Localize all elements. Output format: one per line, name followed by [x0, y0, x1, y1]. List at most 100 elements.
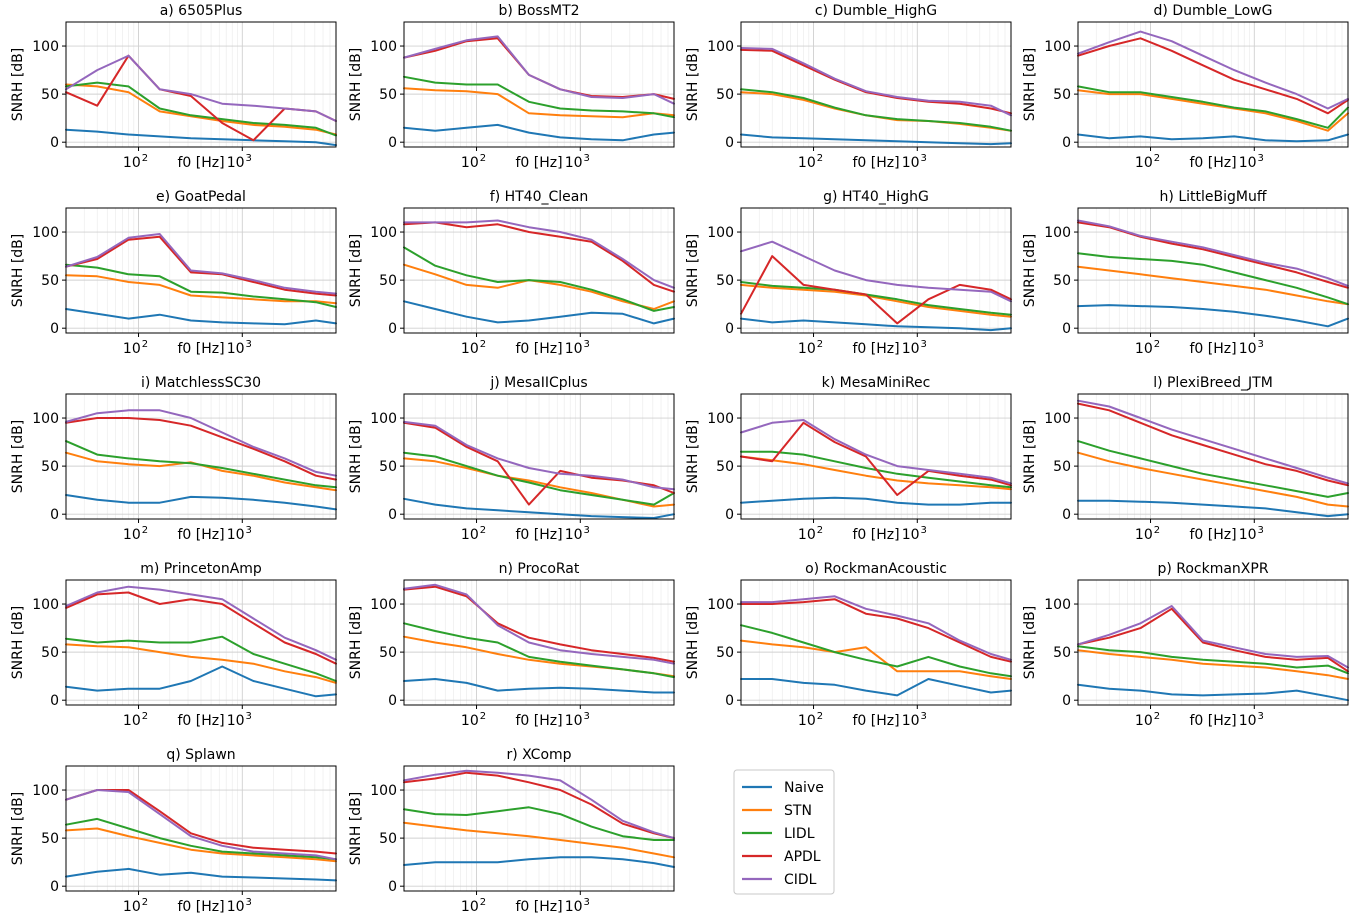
x-tick-exponent: 2 [817, 711, 823, 722]
panel-title: c) Dumble_HighG [815, 3, 937, 19]
panel-title: n) ProcoRat [499, 561, 580, 577]
y-tick-label: 0 [725, 507, 734, 523]
series-line-lidl [1077, 252, 1349, 306]
x-tick-label: 103 [1239, 711, 1264, 729]
x-tick-label: 103 [227, 153, 252, 171]
series-line-stn [1077, 89, 1349, 132]
series-line-cidl [65, 233, 337, 295]
legend-frame [733, 769, 835, 895]
x-tick-exponent: 3 [584, 711, 590, 722]
x-tick-exponent: 2 [480, 153, 486, 164]
series-line-stn [740, 283, 1012, 318]
y-tick-label: 50 [1053, 273, 1071, 289]
series-line-stn [1077, 649, 1349, 680]
axes-frame [403, 765, 675, 892]
y-axis-label: SNRH [dB] [10, 48, 26, 121]
x-tick-label: 102 [123, 711, 148, 729]
x-tick-label: 102 [123, 339, 148, 357]
series-line-naive [403, 856, 675, 868]
x-tick-exponent: 3 [1258, 339, 1264, 350]
axes-frame [1077, 579, 1349, 706]
x-tick-exponent: 3 [246, 153, 252, 164]
x-tick-exponent: 2 [817, 525, 823, 536]
series-line-lidl [65, 81, 337, 137]
x-tick-exponent: 2 [480, 897, 486, 908]
panel-title: l) PlexiBreed_JTM [1153, 375, 1273, 391]
y-tick-label: 100 [1044, 411, 1071, 427]
y-tick-label: 0 [50, 321, 59, 337]
y-tick-label: 100 [370, 225, 397, 241]
legend-label-cidl: CIDL [784, 872, 817, 888]
y-tick-label: 50 [379, 459, 397, 475]
y-tick-label: 0 [50, 507, 59, 523]
legend-label-naive: Naive [784, 780, 824, 796]
axes-frame [65, 393, 337, 520]
x-tick-label: 103 [902, 525, 927, 543]
x-axis-label: f0 [Hz] [852, 155, 899, 171]
x-axis-label: f0 [Hz] [1189, 527, 1236, 543]
legend-label-lidl: LIDL [784, 826, 815, 842]
series-line-cidl [65, 789, 337, 861]
axes-frame [65, 765, 337, 892]
axes-frame [65, 579, 337, 706]
x-tick-label: 103 [1239, 525, 1264, 543]
y-axis-label: SNRH [dB] [10, 420, 26, 493]
y-tick-label: 100 [707, 39, 734, 55]
x-tick-label: 103 [227, 711, 252, 729]
y-tick-label: 100 [32, 783, 59, 799]
x-tick-label: 103 [1239, 339, 1264, 357]
series-line-stn [1077, 451, 1349, 508]
x-axis-label: f0 [Hz] [852, 713, 899, 729]
series-line-cidl [403, 583, 675, 665]
x-axis-label: f0 [Hz] [1189, 155, 1236, 171]
series-line-cidl [1077, 30, 1349, 110]
panel-title: g) HT40_HighG [823, 189, 929, 205]
x-tick-label: 103 [902, 711, 927, 729]
x-tick-label: 103 [565, 153, 590, 171]
series-line-lidl [403, 75, 675, 119]
legend-label-apdl: APDL [784, 849, 821, 865]
axes-frame [1077, 393, 1349, 520]
y-tick-label: 50 [41, 645, 59, 661]
y-tick-label: 50 [716, 459, 734, 475]
x-tick-exponent: 2 [817, 153, 823, 164]
x-tick-exponent: 2 [1154, 525, 1160, 536]
y-axis-label: SNRH [dB] [685, 606, 701, 679]
series-line-cidl [1077, 399, 1349, 485]
x-tick-label: 102 [461, 153, 486, 171]
axes-frame [403, 207, 675, 334]
y-axis-label: SNRH [dB] [1022, 606, 1038, 679]
series-line-lidl [1077, 440, 1349, 498]
series-line-lidl [740, 450, 1012, 489]
series-line-cidl [1077, 605, 1349, 669]
x-tick-label: 103 [902, 153, 927, 171]
x-tick-exponent: 2 [1154, 339, 1160, 350]
y-tick-label: 100 [707, 225, 734, 241]
x-tick-label: 102 [1135, 525, 1160, 543]
series-line-lidl [740, 624, 1012, 678]
x-tick-label: 103 [1239, 153, 1264, 171]
series-line-naive [403, 497, 675, 519]
x-tick-exponent: 3 [921, 339, 927, 350]
x-tick-label: 102 [1135, 339, 1160, 357]
series-line-naive [740, 678, 1012, 697]
series-line-apdl [1077, 607, 1349, 673]
series-line-apdl [65, 417, 337, 481]
series-line-apdl [740, 255, 1012, 325]
axes-frame [740, 393, 1012, 520]
y-tick-label: 100 [707, 597, 734, 613]
y-tick-label: 50 [379, 87, 397, 103]
x-tick-exponent: 3 [584, 153, 590, 164]
panel-title: q) Splawn [166, 747, 235, 763]
x-axis-label: f0 [Hz] [852, 341, 899, 357]
y-axis-label: SNRH [dB] [685, 234, 701, 307]
x-axis-label: f0 [Hz] [177, 899, 224, 915]
x-tick-label: 103 [227, 525, 252, 543]
